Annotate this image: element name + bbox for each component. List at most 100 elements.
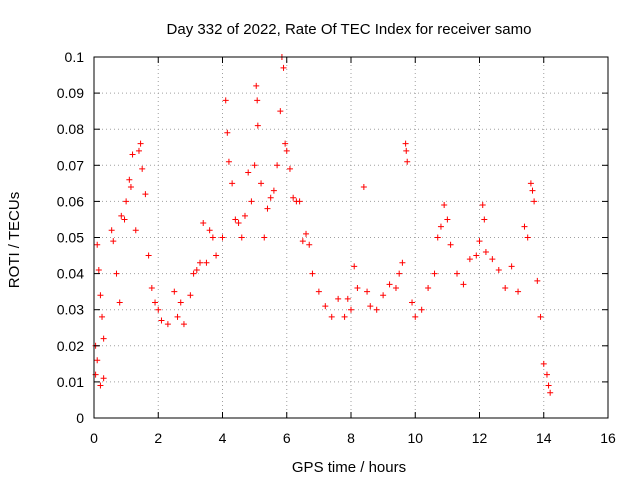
data-point: [290, 194, 297, 201]
data-point: [158, 317, 165, 324]
data-point: [460, 281, 467, 288]
data-point: [94, 241, 101, 248]
data-point: [135, 147, 142, 154]
data-point: [322, 303, 329, 310]
data-point: [447, 241, 454, 248]
data-point: [129, 151, 136, 158]
data-point: [224, 129, 231, 136]
data-points: [92, 54, 554, 396]
y-tick-label: 0.01: [57, 374, 84, 390]
y-tick-label: 0.1: [65, 49, 85, 65]
data-point: [229, 180, 236, 187]
data-point: [190, 270, 197, 277]
data-point: [296, 198, 303, 205]
data-point: [225, 158, 232, 165]
y-tick-label: 0.02: [57, 338, 84, 354]
data-point: [222, 97, 229, 104]
chart-title: Day 332 of 2022, Rate Of TEC Index for r…: [167, 21, 532, 38]
data-point: [431, 270, 438, 277]
data-point: [118, 212, 125, 219]
data-point: [113, 270, 120, 277]
data-point: [521, 223, 528, 230]
data-point: [97, 382, 104, 389]
y-tick-label: 0.06: [57, 193, 84, 209]
y-tick-label: 0.08: [57, 121, 84, 137]
x-axis-label: GPS time / hours: [292, 459, 406, 476]
data-point: [403, 147, 410, 154]
data-point: [123, 198, 130, 205]
data-point: [404, 158, 411, 165]
data-point: [203, 259, 210, 266]
data-point: [360, 183, 367, 190]
axis-tick-labels: 0 2 4 6 8 10 12 14 16 0 0.01 0.02 0.03 0.04 0.05 0.06 0.…: [57, 49, 616, 446]
y-tick-label: 0.04: [57, 266, 84, 282]
data-point: [306, 241, 313, 248]
data-point: [206, 227, 213, 234]
data-point: [527, 180, 534, 187]
data-point: [386, 281, 393, 288]
data-point: [100, 375, 107, 382]
data-point: [351, 263, 358, 270]
data-point: [515, 288, 522, 295]
data-point: [213, 252, 220, 259]
data-point: [399, 259, 406, 266]
data-point: [142, 191, 149, 198]
data-point: [286, 165, 293, 172]
data-point: [248, 198, 255, 205]
data-point: [245, 169, 252, 176]
data-point: [335, 295, 342, 302]
data-point: [434, 234, 441, 241]
data-point: [270, 187, 277, 194]
data-point: [121, 216, 128, 223]
x-tick-label: 10: [407, 430, 423, 446]
y-tick-label: 0.03: [57, 302, 84, 318]
data-point: [137, 140, 144, 147]
data-point: [99, 313, 106, 320]
y-tick-label: 0.05: [57, 230, 84, 246]
data-point: [454, 270, 461, 277]
data-point: [529, 187, 536, 194]
data-point: [489, 256, 496, 263]
data-point: [367, 303, 374, 310]
data-point: [466, 256, 473, 263]
data-point: [132, 227, 139, 234]
y-axis-label: ROTI / TECUs: [6, 192, 23, 288]
data-point: [187, 292, 194, 299]
data-point: [547, 389, 554, 396]
data-point: [392, 285, 399, 292]
data-point: [254, 97, 261, 104]
data-point: [251, 162, 258, 169]
x-tick-label: 14: [536, 430, 552, 446]
data-point: [274, 162, 281, 169]
data-point: [380, 292, 387, 299]
data-point: [473, 252, 480, 259]
data-point: [254, 122, 261, 129]
data-point: [116, 299, 123, 306]
data-point: [479, 202, 486, 209]
data-point: [481, 216, 488, 223]
data-point: [341, 313, 348, 320]
data-point: [219, 234, 226, 241]
data-point: [396, 270, 403, 277]
data-point: [253, 82, 260, 89]
data-point: [283, 147, 290, 154]
x-tick-label: 8: [347, 430, 355, 446]
data-point: [540, 360, 547, 367]
x-tick-label: 4: [219, 430, 227, 446]
y-tick-label: 0.07: [57, 157, 84, 173]
data-point: [155, 306, 162, 313]
x-tick-label: 16: [600, 430, 616, 446]
data-point: [110, 238, 117, 245]
data-point: [171, 288, 178, 295]
data-point: [164, 321, 171, 328]
data-point: [232, 216, 239, 223]
data-point: [354, 285, 361, 292]
data-point: [148, 285, 155, 292]
data-point: [441, 202, 448, 209]
data-point: [97, 292, 104, 299]
data-point: [200, 220, 207, 227]
data-point: [543, 371, 550, 378]
data-point: [437, 223, 444, 230]
